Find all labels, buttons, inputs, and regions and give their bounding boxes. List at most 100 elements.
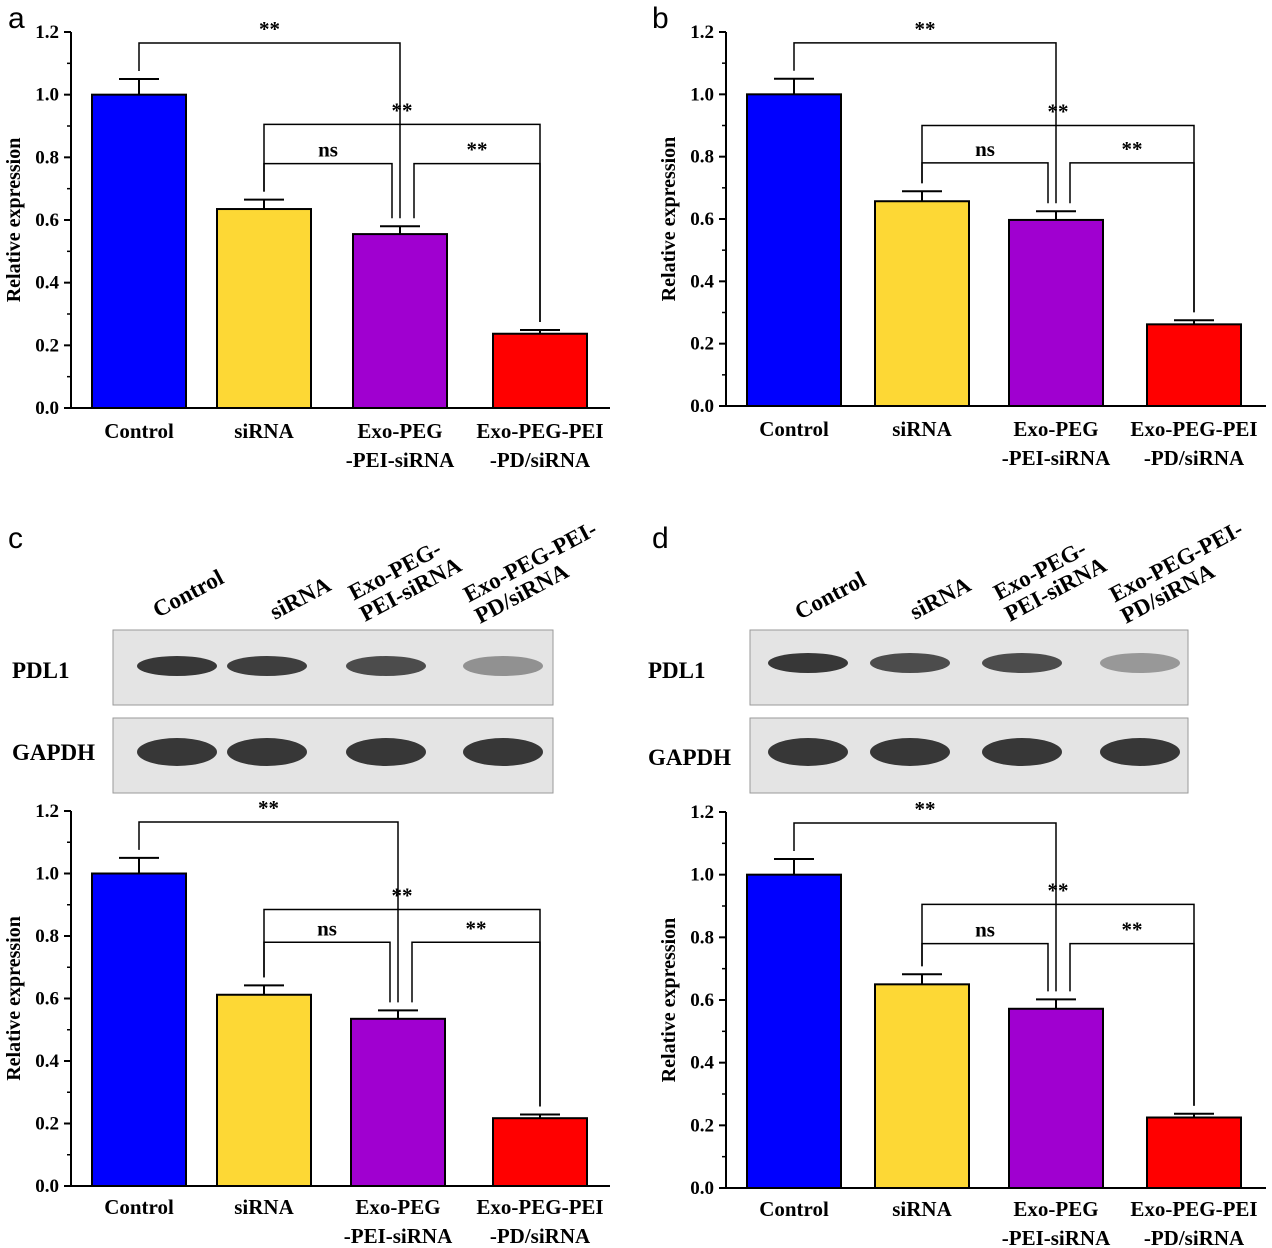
x-category-label: -PEI-siRNA [1002,446,1111,470]
western-blot-d: Control siRNA Exo-PEG-PEI-siRNAExo-PEG-PEI… [648,516,1247,794]
significance-label: ** [258,796,279,820]
blot-row-label: GAPDH [648,745,731,770]
blot-band [346,656,426,676]
y-tick-label: 0.6 [690,990,714,1011]
bar [874,200,970,407]
blot-band [870,738,950,766]
blot-band [870,653,950,673]
panel-letter-b: b [652,2,669,35]
blot-band [137,656,217,676]
lane-label: siRNA [906,572,976,625]
significance-label: ** [392,98,413,122]
blot-band [137,738,217,766]
x-category-label: Control [104,1195,174,1219]
y-tick-label: 0.8 [690,927,714,948]
panel-letter-d: d [652,522,669,555]
x-category-label: -PEI-siRNA [1002,1226,1111,1248]
x-category-label: Control [759,1197,829,1221]
significance-bracket [921,942,1049,992]
bar [1146,1116,1242,1189]
blot-band [768,738,848,766]
x-category-label: siRNA [234,1195,294,1219]
y-tick-label: 0.4 [690,1053,714,1074]
y-axis-label: Relative expression [658,137,680,302]
blot-band [346,738,426,766]
y-tick-label: 0.0 [35,398,59,419]
significance-label: ** [915,797,936,821]
x-category-label: -PEI-siRNA [344,1224,453,1248]
bar [492,332,588,409]
lane-label: Exo-PEG-PEI-siRNA [344,531,466,627]
significance-bracket [793,42,1057,204]
y-tick-label: 0.6 [35,989,59,1010]
bar [91,93,187,410]
significance-label: ** [467,138,488,162]
x-category-label: siRNA [234,419,294,443]
x-category-label: Control [104,419,174,443]
y-tick-label: 0.0 [690,1178,714,1199]
y-tick-label: 0.4 [35,1051,59,1072]
significance-bracket [921,162,1049,204]
blot-band [227,738,307,766]
blot-band [463,738,543,766]
significance-bracket [1069,162,1195,313]
significance-label: ** [1048,878,1069,902]
x-category-label: Exo-PEG-PEI [476,1195,603,1219]
y-axis-label: Relative expression [3,916,25,1081]
x-category-label: Exo-PEG [1013,1197,1098,1221]
y-tick-label: 0.2 [690,334,714,355]
significance-label: ns [975,918,995,942]
bar [350,1017,446,1187]
panel-letter-c: c [8,522,23,555]
significance-label: ** [466,916,487,940]
y-tick-label: 0.4 [690,271,714,292]
bar [1008,218,1104,407]
x-category-label: Exo-PEG [355,1195,440,1219]
lane-label-line: siRNA [266,572,336,625]
x-category-label: Exo-PEG [1013,417,1098,441]
y-tick-label: 0.8 [35,926,59,947]
x-category-label: -PD/siRNA [1144,1226,1245,1248]
lane-label: siRNA [266,572,336,625]
significance-label: ns [975,137,995,161]
blot-band [1100,653,1180,673]
significance-label: ** [1048,100,1069,124]
y-tick-label: 1.2 [690,802,714,823]
y-tick-label: 0.0 [35,1176,59,1197]
y-tick-label: 0.0 [690,396,714,417]
bar [492,1117,588,1187]
significance-bracket [263,162,393,219]
y-tick-label: 0.6 [690,209,714,230]
y-tick-label: 1.0 [690,84,714,105]
x-category-label: -PD/siRNA [1144,446,1245,470]
x-category-label: -PEI-siRNA [346,448,455,472]
x-category-label: Exo-PEG [357,419,442,443]
significance-label: ns [317,916,337,940]
y-tick-label: 1.2 [35,22,59,43]
y-axis-label: Relative expression [3,138,25,303]
x-category-label: Exo-PEG-PEI [1130,1197,1257,1221]
blot-band [982,653,1062,673]
bar [874,983,970,1189]
significance-bracket [411,941,541,1107]
lane-label: Exo-PEG-PEI-siRNA [989,531,1111,627]
bar [746,873,842,1190]
blot-band [463,656,543,676]
blot-row-label: GAPDH [12,740,95,765]
significance-bracket [263,941,391,1003]
blot-band [982,738,1062,766]
blot-band [1100,738,1180,766]
chart-a: 0.0 0.2 0.4 0.6 0.8 1.0 1.2 Relative expression… [3,17,610,472]
y-tick-label: 1.0 [35,85,59,106]
lane-label-line: Control [791,567,870,625]
y-tick-label: 0.4 [35,273,59,294]
x-category-label: -PD/siRNA [490,1224,591,1248]
significance-bracket [793,822,1057,992]
chart-c: 0.0 0.2 0.4 0.6 0.8 1.0 1.2 Relative expression… [3,796,610,1248]
chart-b: 0.0 0.2 0.4 0.6 0.8 1.0 1.2 Relative expression… [658,17,1266,470]
y-tick-label: 0.6 [35,210,59,231]
lane-label: Control [791,567,870,625]
significance-label: ** [1122,137,1143,161]
bar [216,993,312,1187]
lane-label: Exo-PEG-PEI-PD/siRNA [459,516,612,628]
